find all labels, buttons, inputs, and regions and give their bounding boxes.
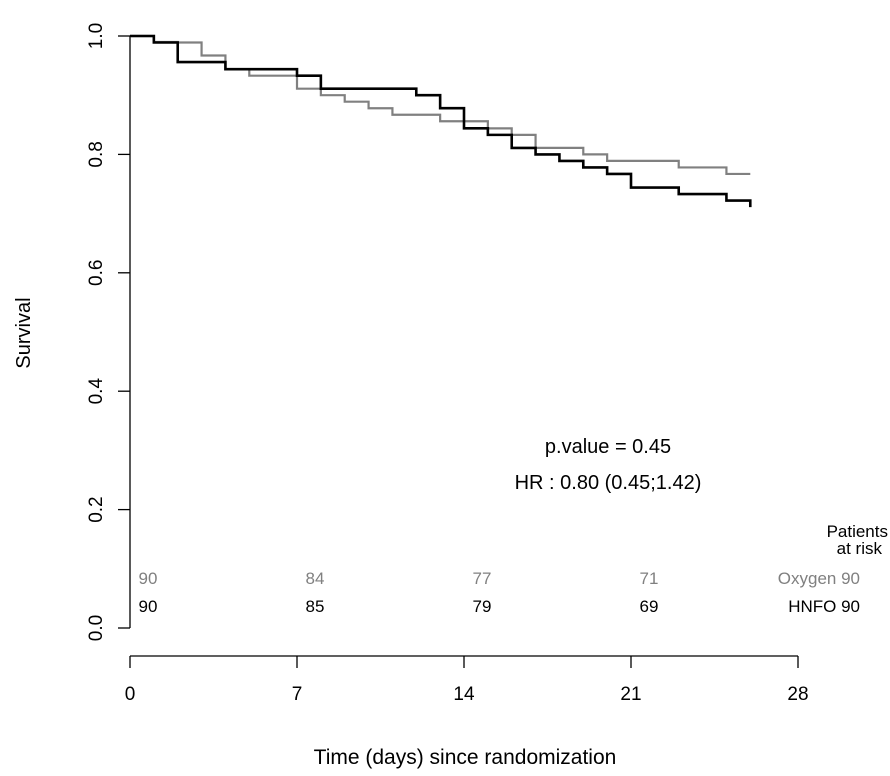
y-tick-label: 1.0	[86, 23, 107, 49]
risk-table-header-line-1: Patients	[827, 522, 888, 541]
risk-row-label-oxygen: Oxygen 90	[778, 569, 860, 588]
x-tick-label: 7	[292, 684, 303, 705]
x-tick-label: 21	[620, 684, 641, 705]
y-tick-label: 0.2	[86, 496, 107, 522]
y-tick-label: 0.6	[86, 260, 107, 286]
risk-row-label-hnfo: HNFO 90	[788, 597, 860, 616]
risk-count-hnfo: 85	[306, 597, 325, 616]
y-tick-label: 0.8	[86, 141, 107, 167]
x-tick-label: 14	[453, 684, 475, 705]
survival-curves	[130, 34, 752, 208]
risk-table: Patients at risk 90 84 77 71 Oxygen 90 90 85 79…	[139, 522, 888, 616]
axes: 0 7 14 21 28 0.0 0.2 0.4 0.6 0.8 1.0	[86, 23, 809, 705]
risk-count-oxygen: 77	[473, 569, 492, 588]
x-tick-label: 28	[787, 684, 808, 705]
risk-count-oxygen: 84	[306, 569, 325, 588]
annotations: p.value = 0.45 HR : 0.80 (0.45;1.42)	[515, 436, 702, 494]
y-axis-label: Survival	[13, 297, 35, 368]
hazard-ratio-annotation: HR : 0.80 (0.45;1.42)	[515, 472, 702, 494]
y-tick-label: 0.0	[86, 615, 107, 641]
risk-count-hnfo: 90	[139, 597, 158, 616]
p-value-annotation: p.value = 0.45	[545, 436, 671, 458]
x-axis-label: Time (days) since randomization	[314, 746, 617, 769]
y-tick-label: 0.4	[86, 378, 107, 405]
x-tick-label: 0	[125, 684, 136, 705]
risk-count-hnfo: 69	[640, 597, 659, 616]
curve-oxygen	[130, 34, 751, 176]
risk-count-oxygen: 90	[139, 569, 158, 588]
risk-table-header-line-2: at risk	[837, 539, 883, 558]
risk-count-oxygen: 71	[640, 569, 659, 588]
risk-count-hnfo: 79	[473, 597, 492, 616]
curve-hnfo	[130, 34, 752, 208]
